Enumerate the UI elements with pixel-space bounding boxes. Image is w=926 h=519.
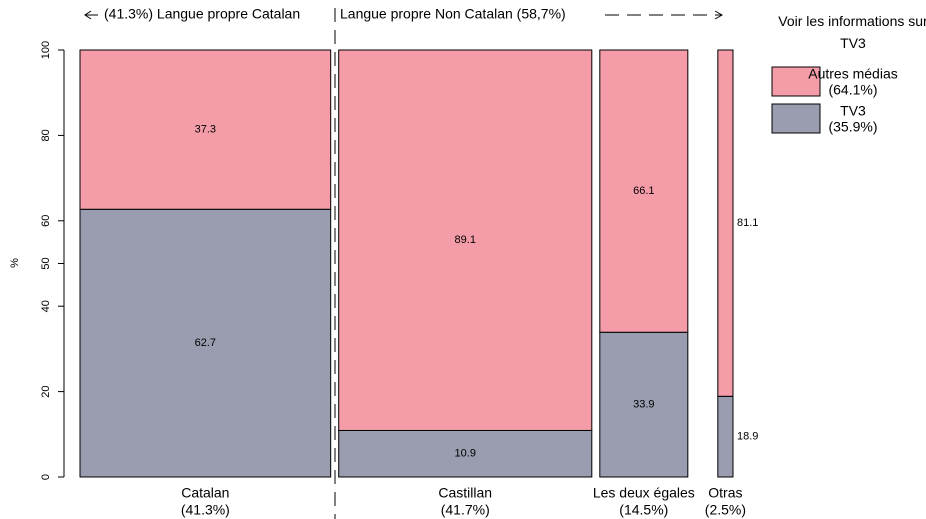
x-tick-label: Les deux égales (593, 485, 695, 501)
value-label: 89.1 (455, 234, 476, 246)
segment (599, 49, 689, 333)
legend-share: (35.9%) (828, 119, 877, 135)
arrow-right-head (714, 10, 724, 20)
legend-label: Autres médias (808, 66, 897, 82)
x-width-label: (41.7%) (441, 502, 490, 518)
legend-swatch (771, 66, 821, 97)
x-width-label: (2.5%) (705, 502, 746, 518)
value-label: 81.1 (737, 217, 758, 229)
legend-title-box: Voir les informations sur TV3 (778, 13, 926, 51)
value-label: 66.1 (633, 185, 654, 197)
y-tick-label: 50 (40, 257, 52, 269)
legend-swatch (771, 103, 821, 134)
y-tick-label: 20 (40, 385, 52, 397)
x-width-label: (41.3%) (181, 502, 230, 518)
x-width-label: (14.5%) (619, 502, 668, 518)
segment (79, 208, 332, 478)
legend-title: Voir les informations sur TV3 (778, 13, 926, 51)
value-label: 10.9 (455, 448, 476, 460)
value-label: 37.3 (195, 124, 216, 136)
y-tick-label: 80 (40, 129, 52, 141)
segment (338, 49, 593, 431)
value-label: 33.9 (633, 399, 654, 411)
y-tick-label: 40 (40, 300, 52, 312)
y-tick-label: 60 (40, 215, 52, 227)
arrow-left-head (84, 10, 92, 20)
x-tick-label: Otras (708, 485, 742, 501)
y-tick-label: 100 (40, 41, 52, 59)
segment (79, 49, 332, 210)
legend-label: TV3 (840, 103, 866, 119)
x-tick-label: Castillan (438, 485, 492, 501)
y-axis-label: % (9, 258, 21, 268)
legend-share: (64.1%) (828, 82, 877, 98)
segment (717, 395, 734, 478)
y-tick-label: 0 (40, 474, 52, 480)
value-label: 18.9 (737, 431, 758, 443)
segment (599, 331, 689, 478)
segment (717, 49, 734, 397)
annotation-left: (41.3%) Langue propre Catalan (104, 6, 300, 22)
annotation-right: Langue propre Non Catalan (58,7%) (340, 6, 566, 22)
x-tick-label: Catalan (181, 485, 229, 501)
value-label: 62.7 (195, 337, 216, 349)
